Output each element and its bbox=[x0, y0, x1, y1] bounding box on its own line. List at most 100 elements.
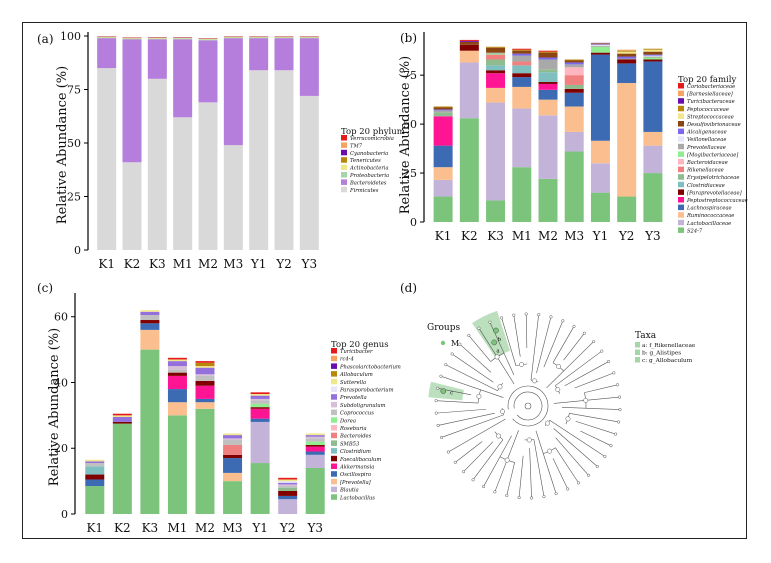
tree-branch bbox=[549, 420, 606, 457]
legend-entry: Streptococcaceae bbox=[687, 114, 734, 120]
bar-segment bbox=[433, 106, 453, 108]
x-tick-label: M2 bbox=[538, 229, 558, 243]
bar-segment bbox=[486, 87, 506, 103]
bar-segment bbox=[590, 192, 610, 222]
figure-frame bbox=[22, 22, 747, 539]
panel-label: (b) bbox=[400, 31, 417, 45]
legend-title: Top 20 family bbox=[678, 75, 736, 85]
bar-segment bbox=[643, 55, 663, 57]
tree-root-node bbox=[524, 402, 532, 410]
bar-segment bbox=[278, 495, 298, 500]
tree-leaf-node bbox=[436, 423, 440, 428]
y-axis-label: Relative Abundance (%) bbox=[398, 56, 413, 214]
clade-label: a bbox=[496, 348, 500, 354]
legend-swatch bbox=[341, 186, 347, 193]
x-tick-label: K2 bbox=[124, 257, 141, 271]
bar-segment bbox=[167, 375, 187, 390]
tree-leaf-node bbox=[471, 478, 475, 482]
legend-entry: Parasporobacterium bbox=[339, 388, 394, 394]
tree-leaf-node bbox=[493, 490, 497, 494]
bar-segment bbox=[643, 145, 663, 174]
tree-branch bbox=[529, 447, 532, 498]
bar-segment bbox=[643, 131, 663, 146]
bar-segment bbox=[305, 436, 325, 439]
bar-segment bbox=[97, 68, 117, 250]
tree-internal-node bbox=[497, 384, 503, 390]
bar-segment bbox=[140, 329, 160, 350]
tree-leaf-node bbox=[618, 408, 622, 412]
panel-label: (d) bbox=[400, 281, 417, 295]
clade-label: c bbox=[450, 391, 453, 397]
bar-segment bbox=[643, 61, 663, 132]
legend-swatch bbox=[331, 363, 337, 369]
bar-segment bbox=[195, 374, 215, 376]
bar-segment bbox=[223, 481, 243, 514]
tree-arc bbox=[507, 385, 549, 427]
bar-segment bbox=[122, 39, 142, 163]
x-tick-label: M2 bbox=[195, 521, 215, 535]
bar-segment bbox=[512, 50, 532, 54]
x-tick-label: M3 bbox=[223, 521, 243, 535]
tree-branch bbox=[518, 455, 524, 498]
bar-segment bbox=[538, 57, 558, 60]
bar-segment bbox=[305, 441, 325, 445]
legend-swatch bbox=[341, 172, 347, 178]
bar-segment bbox=[299, 38, 319, 96]
taxa-entry: c: g_Allobaculum bbox=[642, 358, 693, 364]
legend-swatch bbox=[331, 448, 337, 454]
y-tick-label: 0 bbox=[61, 508, 68, 521]
bar-segment bbox=[538, 82, 558, 84]
bar-segment bbox=[112, 413, 132, 416]
bar-segment bbox=[433, 107, 453, 110]
bar-segment bbox=[140, 315, 160, 321]
bar-segment bbox=[305, 454, 325, 468]
tree-leaf-node bbox=[617, 420, 621, 424]
bar-segment bbox=[223, 433, 243, 436]
bar-segment bbox=[223, 454, 243, 459]
bar-segment bbox=[305, 446, 325, 452]
x-tick-label: Y1 bbox=[592, 229, 609, 243]
tree-leaf-node bbox=[549, 315, 553, 319]
bar-segment bbox=[564, 88, 584, 93]
tree-leaf-node bbox=[450, 352, 454, 356]
legend-swatch bbox=[341, 179, 347, 185]
tree-internal-node bbox=[545, 420, 551, 426]
tree-leaf-node bbox=[517, 496, 521, 500]
y-tick-label: 0 bbox=[410, 216, 417, 229]
bar-segment bbox=[643, 48, 663, 50]
legend-entry: Akkermansia bbox=[339, 465, 374, 471]
clade-highlight bbox=[472, 310, 511, 358]
bar-segment bbox=[195, 362, 215, 367]
bar-segment bbox=[223, 444, 243, 455]
tree-leaf-node bbox=[554, 492, 558, 496]
x-tick-label: M2 bbox=[198, 257, 218, 271]
legend-swatch bbox=[331, 455, 337, 462]
bar-segment bbox=[198, 40, 218, 103]
bar-segment bbox=[590, 45, 610, 47]
legend-entry: Cyanobacteria bbox=[350, 151, 388, 157]
bar-segment bbox=[97, 38, 117, 69]
bar-segment bbox=[459, 40, 479, 42]
bar-segment bbox=[538, 59, 558, 70]
bar-segment bbox=[195, 398, 215, 403]
bar-segment bbox=[564, 75, 584, 85]
y-tick-label: 25 bbox=[67, 191, 81, 204]
bar-segment bbox=[85, 459, 105, 462]
bar-segment bbox=[167, 402, 187, 416]
bar-segment bbox=[590, 44, 610, 45]
bar-segment bbox=[538, 83, 558, 90]
bar-segment bbox=[643, 59, 663, 62]
tree-branch bbox=[448, 418, 506, 453]
tree-branch bbox=[463, 441, 494, 472]
bar-segment bbox=[198, 39, 218, 41]
bar-segment bbox=[167, 372, 187, 376]
bar-segment bbox=[249, 38, 269, 71]
legend-entry: S24-7 bbox=[687, 228, 703, 234]
legend-swatch bbox=[678, 204, 684, 211]
tree-branch bbox=[436, 400, 479, 404]
legend-entry: Bacteroides bbox=[339, 434, 372, 440]
legend-swatch bbox=[678, 121, 684, 127]
x-tick-label: Y2 bbox=[275, 257, 292, 271]
bar-segment bbox=[223, 38, 243, 146]
bar-segment bbox=[643, 56, 663, 58]
